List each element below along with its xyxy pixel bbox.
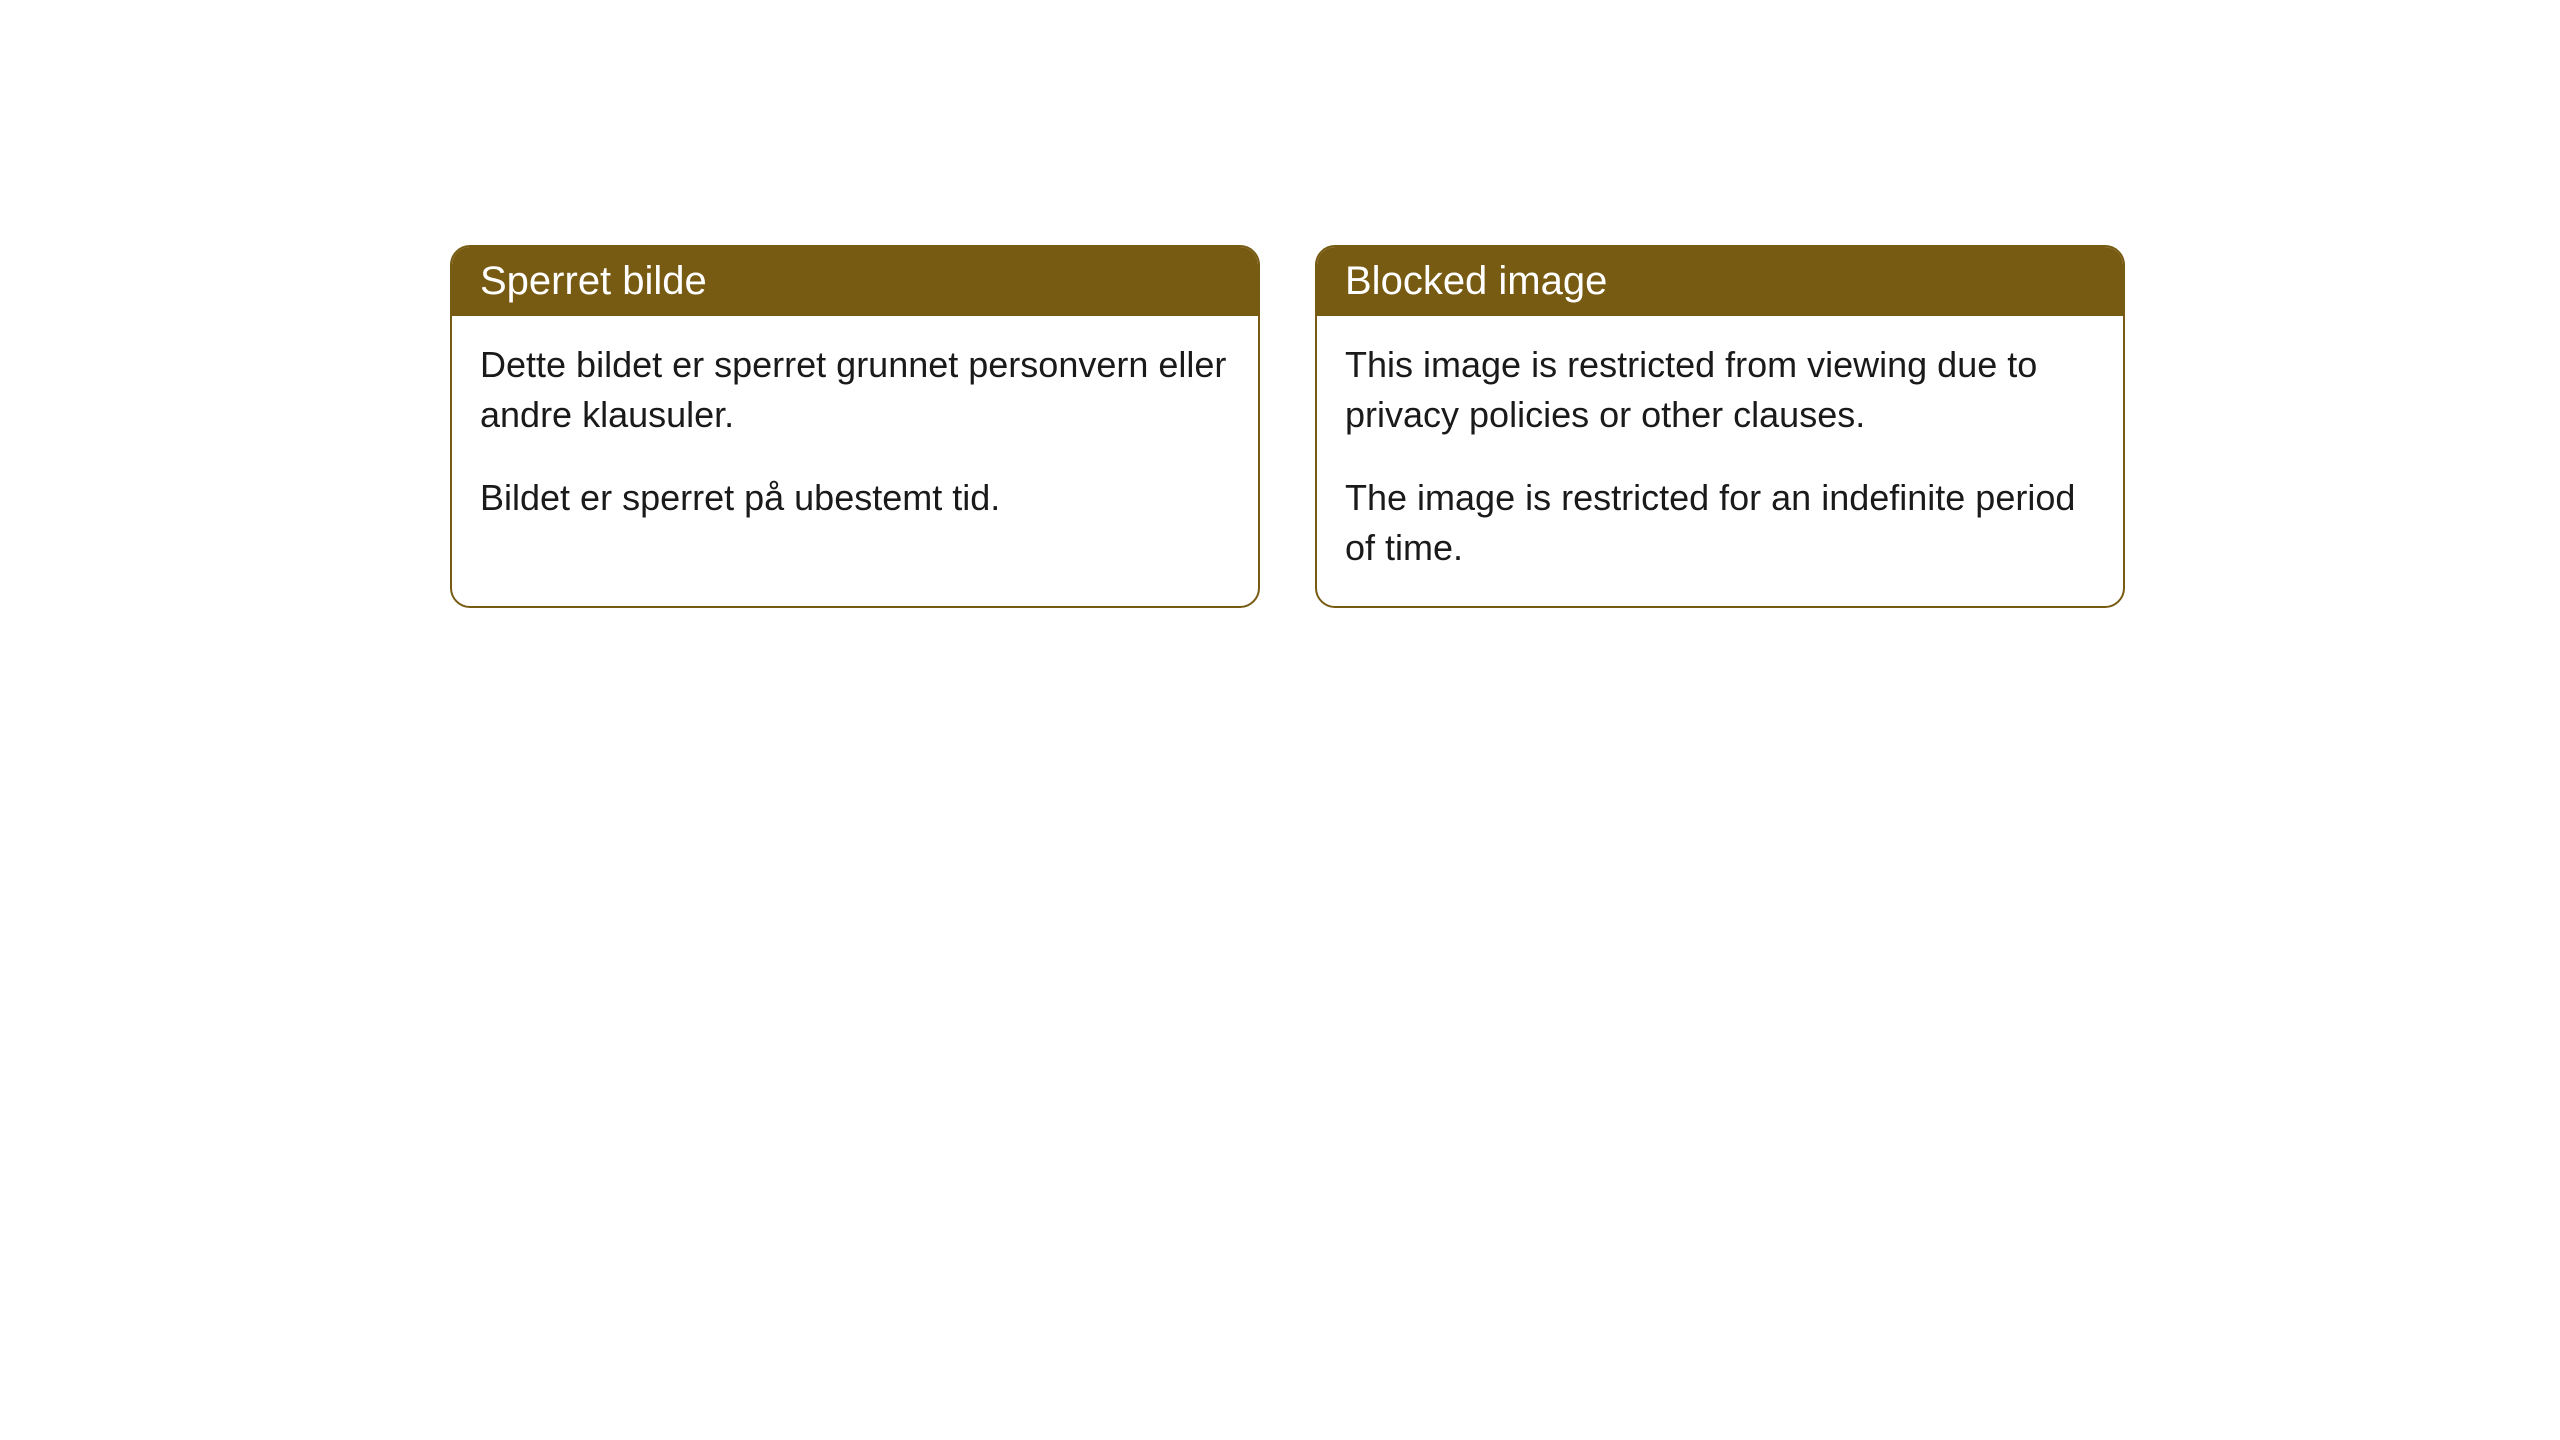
card-text-2: The image is restricted for an indefinit… bbox=[1345, 473, 2095, 574]
card-body: This image is restricted from viewing du… bbox=[1317, 316, 2123, 606]
card-text-2: Bildet er sperret på ubestemt tid. bbox=[480, 473, 1230, 523]
card-text-1: Dette bildet er sperret grunnet personve… bbox=[480, 340, 1230, 441]
card-header: Sperret bilde bbox=[452, 247, 1258, 316]
card-text-1: This image is restricted from viewing du… bbox=[1345, 340, 2095, 441]
card-english: Blocked image This image is restricted f… bbox=[1315, 245, 2125, 608]
card-norwegian: Sperret bilde Dette bildet er sperret gr… bbox=[450, 245, 1260, 608]
card-body: Dette bildet er sperret grunnet personve… bbox=[452, 316, 1258, 555]
cards-container: Sperret bilde Dette bildet er sperret gr… bbox=[450, 245, 2125, 608]
card-header: Blocked image bbox=[1317, 247, 2123, 316]
